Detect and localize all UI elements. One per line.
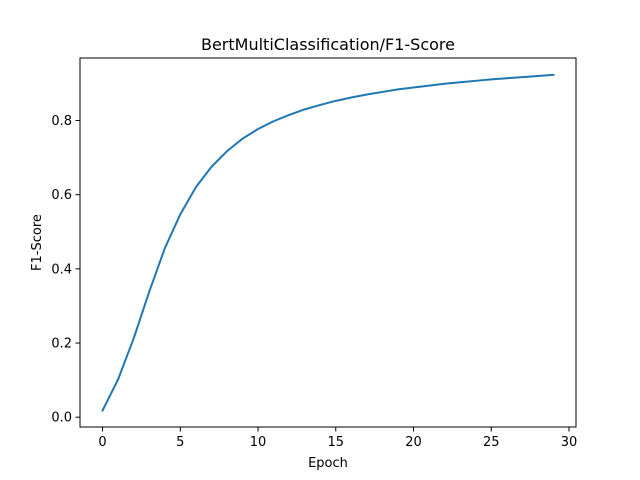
x-axis-label: Epoch (308, 456, 348, 471)
x-tick-label: 10 (250, 435, 267, 450)
series-line (101, 73, 555, 412)
y-axis-label: F1-Score (30, 214, 45, 271)
x-tick-label: 15 (328, 435, 345, 450)
y-tick-label: 0.0 (51, 411, 72, 426)
x-tick-label: 5 (176, 435, 184, 450)
y-tick-label: 0.4 (51, 262, 72, 277)
x-tick-label: 0 (98, 435, 106, 450)
y-tick-label: 0.6 (51, 188, 72, 203)
x-tick-label: 30 (561, 435, 578, 450)
axes-frame (79, 57, 577, 428)
y-tick-label: 0.2 (51, 337, 72, 352)
chart-title: BertMultiClassification/F1-Score (201, 35, 455, 54)
y-tick-label: 0.8 (51, 114, 72, 129)
x-tick-label: 20 (405, 435, 422, 450)
y-axis-ticks: 0.0 0.2 0.4 0.6 0.8 (51, 114, 80, 426)
x-tick-label: 25 (483, 435, 500, 450)
x-axis-ticks: 0 5 10 15 20 25 30 (98, 427, 577, 450)
series-layer (101, 73, 555, 412)
plot-area (79, 57, 577, 428)
